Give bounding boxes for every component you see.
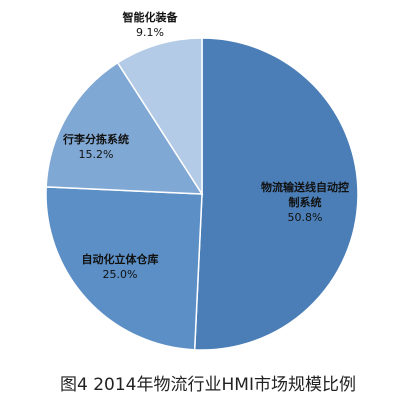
slice-label: 自动化立体仓库 25.0% [80, 252, 160, 282]
category-label: 行李分拣系统 [63, 133, 129, 146]
slice-label: 物流输送线自动控制系统 50.8% [260, 180, 350, 225]
pie-slice [45, 186, 203, 351]
value-label: 9.1% [136, 26, 164, 39]
pie-slice [193, 37, 359, 351]
pie-slice [45, 61, 204, 195]
value-label: 15.2% [78, 148, 114, 161]
slice-label: 行李分拣系统 15.2% [51, 132, 141, 162]
category-label: 自动化立体仓库 [81, 253, 159, 266]
value-label: 50.8% [287, 211, 323, 224]
pie-slice [116, 37, 203, 197]
category-label: 物流输送线自动控制系统 [261, 181, 349, 209]
category-label: 智能化装备 [122, 11, 178, 24]
slice-label: 智能化装备 9.1% [110, 10, 190, 40]
value-label: 25.0% [102, 268, 138, 281]
chart-title: 图4 2014年物流行业HMI市场规模比例 [60, 375, 356, 395]
